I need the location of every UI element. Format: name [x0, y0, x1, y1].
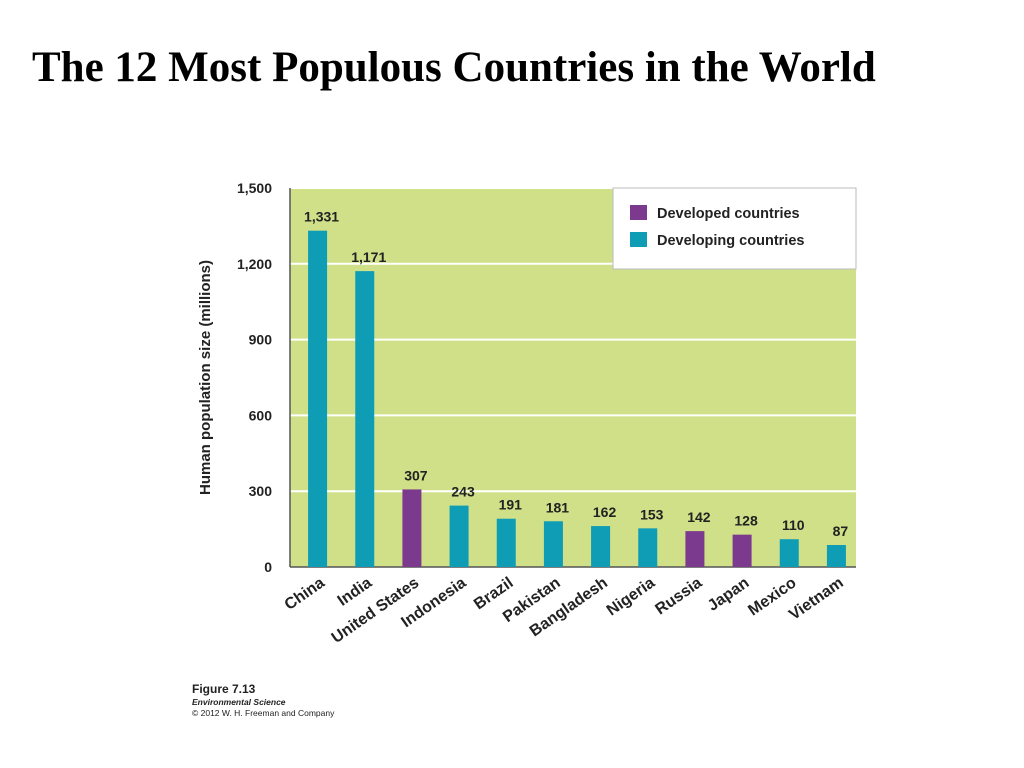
legend-swatch-developing: [630, 232, 647, 247]
y-tick-label: 900: [249, 332, 273, 348]
value-label: 153: [640, 506, 664, 522]
y-tick-label: 0: [264, 559, 272, 575]
bar-japan: [732, 534, 752, 567]
y-tick-label: 300: [249, 483, 273, 499]
bar-pakistan: [543, 521, 563, 567]
x-tick-label: Nigeria: [604, 574, 658, 619]
bar-indonesia: [449, 505, 469, 567]
value-label: 1,331: [304, 209, 339, 225]
value-label: 1,171: [351, 249, 386, 265]
bar-russia: [685, 531, 705, 567]
bar-china: [308, 230, 328, 567]
y-tick-label: 600: [249, 407, 273, 423]
y-tick-label: 1,200: [237, 256, 272, 272]
x-tick-label: Japan: [705, 574, 753, 614]
legend-swatch-developed: [630, 205, 647, 220]
value-label: 162: [593, 504, 617, 520]
bar-brazil: [496, 518, 516, 567]
x-tick-label: Vietnam: [786, 574, 846, 623]
bar-india: [355, 271, 375, 567]
legend-label-developing: Developing countries: [657, 233, 804, 249]
legend-box: [612, 187, 857, 270]
copyright-note: © 2012 W. H. Freeman and Company: [192, 708, 335, 718]
value-label: 87: [833, 523, 849, 539]
bar-mexico: [779, 539, 799, 567]
figure-number: Figure 7.13: [192, 682, 256, 696]
legend-label-developed: Developed countries: [657, 206, 800, 222]
bar-nigeria: [638, 528, 658, 567]
value-label: 191: [499, 497, 523, 513]
value-label: 128: [734, 513, 758, 529]
y-tick-label: 1,500: [237, 180, 272, 196]
x-tick-label: China: [282, 574, 328, 613]
bar-bangladesh: [591, 526, 611, 567]
x-tick-label: Russia: [652, 574, 705, 618]
book-title: Environmental Science: [192, 697, 286, 707]
y-axis-label: Human population size (millions): [197, 260, 214, 495]
value-label: 307: [404, 467, 428, 483]
value-label: 243: [451, 484, 475, 500]
slide-title: The 12 Most Populous Countries in the Wo…: [32, 44, 876, 91]
bar-united-states: [402, 489, 422, 567]
value-label: 181: [546, 499, 570, 515]
value-label: 142: [687, 509, 711, 525]
value-label: 110: [782, 517, 805, 533]
bar-vietnam: [826, 545, 846, 567]
